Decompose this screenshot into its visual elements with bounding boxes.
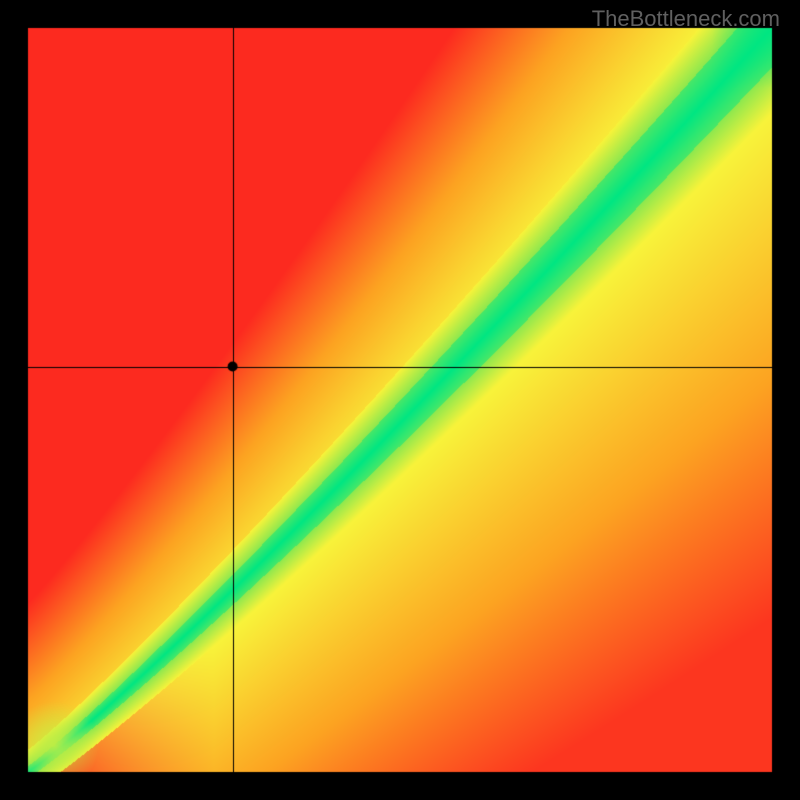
watermark-text: TheBottleneck.com	[592, 6, 780, 32]
chart-container: TheBottleneck.com	[0, 0, 800, 800]
heatmap-canvas	[0, 0, 800, 800]
